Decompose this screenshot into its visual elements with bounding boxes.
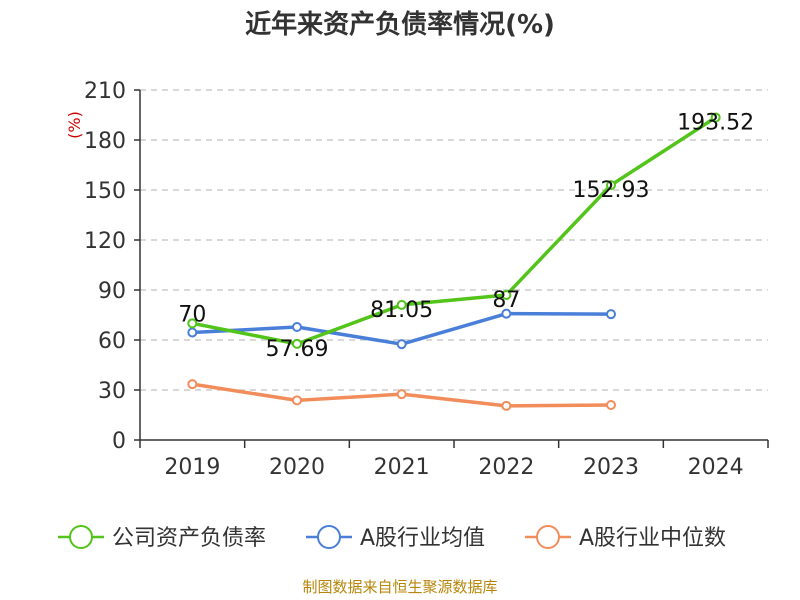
source-note: 制图数据来自恒生聚源数据库	[302, 578, 497, 596]
data-point	[292, 395, 302, 406]
x-tick-label: 2022	[478, 455, 534, 480]
data-point	[187, 327, 198, 338]
legend-label: 公司资产负债率	[112, 526, 266, 551]
data-point	[501, 290, 512, 300]
data-point	[710, 112, 721, 123]
data-point	[501, 400, 512, 411]
data-label: 87	[492, 288, 520, 313]
y-axis-label: (%)	[65, 111, 84, 139]
y-tick-label: 60	[98, 329, 126, 354]
chart-title: 近年来资产负债率情况(%)	[245, 9, 555, 40]
data-point	[187, 318, 198, 329]
y-tick-label: 180	[84, 129, 126, 154]
data-point	[292, 322, 302, 332]
data-point	[396, 389, 407, 400]
legend: 公司资产负债率 A股行业均值 A股行业中位数	[58, 525, 726, 551]
data-point	[187, 379, 198, 390]
x-tick-label: 2023	[583, 455, 639, 480]
y-tick-label: 0	[112, 429, 126, 454]
series-line-0	[191, 115, 717, 346]
data-point	[606, 400, 616, 410]
data-label: 152.93	[573, 178, 650, 203]
data-label: 57.69	[266, 337, 329, 362]
data-labels: 70 57.69 81.05 87 152.93 193.52	[178, 110, 754, 361]
x-tick-label: 2020	[269, 455, 325, 480]
y-tick-label: 210	[84, 79, 126, 104]
data-label: 81.05	[370, 298, 433, 323]
data-point	[501, 308, 512, 319]
x-tick-label: 2024	[688, 455, 744, 480]
y-tick-label: 120	[84, 229, 126, 254]
data-point	[292, 338, 302, 349]
data-label: 70	[178, 302, 206, 327]
y-tick-label: 90	[98, 279, 126, 304]
y-tick-label: 150	[84, 179, 126, 204]
data-point	[396, 299, 407, 310]
legend-swatch-marker	[536, 525, 560, 549]
axes: 0 30 60 90 120 150 180 210 2019 2020 2021 2022 2023 2…	[84, 79, 769, 480]
x-tick-label: 2021	[374, 455, 430, 480]
legend-label: A股行业中位数	[579, 526, 726, 551]
legend-label: A股行业均值	[360, 526, 485, 551]
gridlines	[140, 89, 768, 391]
data-point	[396, 339, 407, 350]
data-label: 193.52	[677, 110, 754, 135]
series-layer	[187, 112, 721, 411]
data-point	[606, 180, 616, 191]
legend-swatch-marker	[317, 525, 341, 549]
y-tick-label: 30	[98, 379, 126, 404]
legend-swatch-marker	[69, 525, 93, 549]
data-point	[606, 309, 616, 320]
x-tick-label: 2019	[164, 455, 220, 480]
